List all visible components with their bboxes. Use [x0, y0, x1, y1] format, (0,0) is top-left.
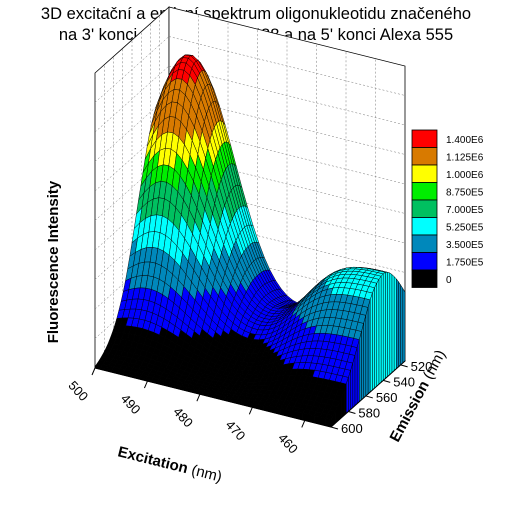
legend-swatch [411, 129, 438, 148]
surface-mesh [94, 54, 406, 428]
surface-patch [343, 383, 347, 416]
excitation-tick [143, 380, 148, 389]
excitation-axis-label: Excitation [116, 443, 194, 478]
legend-label: 5.250E5 [446, 222, 484, 233]
legend-swatch [411, 147, 438, 166]
emission-axis-unit: (nm) [420, 347, 449, 382]
emission-tick-label: 560 [376, 390, 398, 405]
legend-swatch [411, 164, 438, 183]
emission-tick [330, 426, 339, 430]
legend-swatch [411, 199, 438, 218]
surface-patch [356, 339, 360, 404]
emission-tick [383, 379, 391, 383]
emission-axis-line [330, 360, 406, 428]
legend-label: 0 [446, 275, 452, 286]
chart-title-line-1: 3D excitační a emisní spektrum oligonukl… [40, 5, 472, 23]
surface-patch [372, 287, 375, 391]
legend-label: 7.000E5 [446, 205, 484, 216]
emission-tick-label: 600 [341, 421, 363, 436]
surface-patch [387, 272, 391, 377]
surface-patch [400, 284, 404, 366]
surface-patch [354, 347, 358, 406]
emission-tick-label: 580 [358, 405, 380, 420]
excitation-axis-title: Excitation (nm) [116, 443, 224, 485]
surface-patch [365, 307, 369, 397]
surface-patch [378, 276, 382, 385]
legend-label: 1.000E6 [446, 170, 484, 181]
surface-patch [385, 272, 388, 379]
intensity-axis-title: Fluorescence Intensity [45, 180, 62, 343]
excitation-tick [91, 367, 96, 376]
legend-swatch [411, 182, 438, 201]
surface-patch [393, 276, 397, 371]
legend-label: 8.750E5 [446, 187, 484, 198]
emission-tick [348, 410, 356, 414]
excitation-axis-unit: (nm) [190, 462, 224, 486]
emission-tick-label: 540 [393, 374, 415, 389]
legend-label: 1.125E6 [446, 152, 484, 163]
legend-label: 1.400E6 [446, 135, 484, 146]
surface-patch [402, 288, 406, 364]
surface-patch [389, 272, 393, 375]
legend-label: 1.750E5 [446, 257, 484, 268]
surface-patch [350, 362, 354, 410]
surface-patch [361, 323, 364, 401]
grid-line [94, 154, 170, 221]
surface-patch [369, 292, 373, 393]
legend-label: 3.500E5 [446, 240, 484, 251]
excitation-tick-label: 460 [275, 430, 301, 456]
surface-patch [352, 355, 356, 408]
surface-patch [359, 331, 362, 403]
surface-patch [391, 274, 395, 373]
surface-patch [345, 377, 349, 414]
excitation-tick-label: 470 [223, 417, 249, 443]
emission-tick-label: 520 [411, 359, 433, 374]
legend-swatch [411, 234, 438, 253]
legend-swatch [411, 252, 438, 271]
surface-patch [396, 278, 399, 370]
excitation-tick-label: 480 [170, 404, 196, 430]
surface-patch [382, 272, 386, 381]
surface-patch [380, 273, 384, 383]
excitation-tick [301, 420, 306, 428]
surface-patch [348, 370, 351, 412]
surface-patch [367, 299, 371, 395]
surface-patch [376, 279, 380, 387]
emission-tick [365, 395, 373, 399]
excitation-tick [196, 394, 201, 402]
color-legend: 1.400E6 1.125E6 1.000E6 8.750E5 7.000E5 5.250… [411, 129, 484, 288]
excitation-axis-line [94, 367, 332, 428]
surface-patch [398, 281, 401, 368]
excitation-tick-label: 500 [65, 378, 91, 404]
emission-tick [400, 364, 408, 368]
excitation-tick [248, 407, 253, 415]
legend-swatch [411, 269, 438, 288]
excitation-tick-label: 490 [118, 391, 144, 417]
surface-patch [363, 315, 367, 399]
grid-line [94, 95, 170, 162]
surface-patch [374, 283, 377, 389]
legend-swatch [411, 217, 438, 236]
